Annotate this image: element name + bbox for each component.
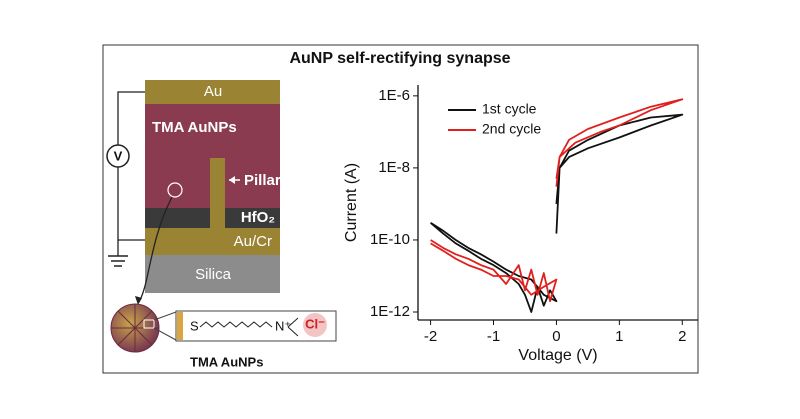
figure-title: AuNP self-rectifying synapse: [289, 50, 510, 67]
x-tick-label: -2: [424, 328, 437, 345]
y-tick-label: 1E-6: [378, 87, 410, 104]
alkyl-chain: [199, 321, 273, 328]
zoom-circle: [167, 182, 183, 198]
methyl: [287, 326, 299, 337]
zoom-arrow-head: [135, 296, 142, 305]
zoom-box: [143, 319, 155, 329]
iv-chart: 1E-6 1E-8 1E-10 1E-12 -2 -1 0 1 2 Voltage (V) Curr…: [343, 85, 698, 364]
zoom-arrow: [139, 196, 173, 301]
layer-aucr: [145, 228, 280, 255]
zoom-line: [153, 327, 177, 341]
chloride: [303, 313, 327, 337]
particle-label: TMA AuNPs: [190, 354, 263, 369]
y-axis-label: Current (A): [343, 163, 360, 242]
y-tick-label: 1E-10: [370, 231, 410, 248]
layer-au: [145, 80, 280, 104]
pillar-label: Pillar: [244, 172, 281, 189]
x-tick-label: 0: [552, 328, 560, 345]
voltage-source: [106, 144, 130, 168]
layer-label: HfO₂: [241, 209, 275, 226]
iv-curve: [430, 113, 684, 313]
gold-surface: [177, 312, 183, 340]
pillar: [210, 158, 225, 228]
layer-label: TMA AuNPs: [152, 119, 237, 136]
layer-silica: [145, 255, 280, 293]
x-tick-label: 2: [678, 328, 686, 345]
legend-label: 1st cycle: [482, 101, 537, 117]
layer-label: Au: [204, 83, 222, 100]
voltage-label: V: [114, 148, 123, 163]
ligand-cl: Cl⁻: [305, 316, 325, 331]
pillar-arrow-head: [229, 176, 235, 184]
nanoparticle: S N⁺ Cl⁻ TMA AuNPs: [110, 303, 337, 369]
legend-label: 2nd cycle: [482, 121, 541, 137]
x-tick-label: -1: [487, 328, 500, 345]
methyl: [287, 317, 299, 328]
x-tick-label: 1: [615, 328, 623, 345]
zoom-line: [153, 311, 177, 321]
device-schematic: Au TMA AuNPs HfO₂ Au/Cr Silica Pillar V: [106, 80, 281, 305]
y-tick-label: 1E-12: [370, 303, 410, 320]
iv-curve: [430, 98, 684, 303]
layer-label: Silica: [195, 266, 232, 283]
layer-label: Au/Cr: [234, 233, 272, 250]
ligand-s: S: [190, 318, 199, 333]
y-tick-label: 1E-8: [378, 159, 410, 176]
x-axis-label: Voltage (V): [518, 347, 597, 364]
ligand-n: N⁺: [275, 318, 291, 333]
